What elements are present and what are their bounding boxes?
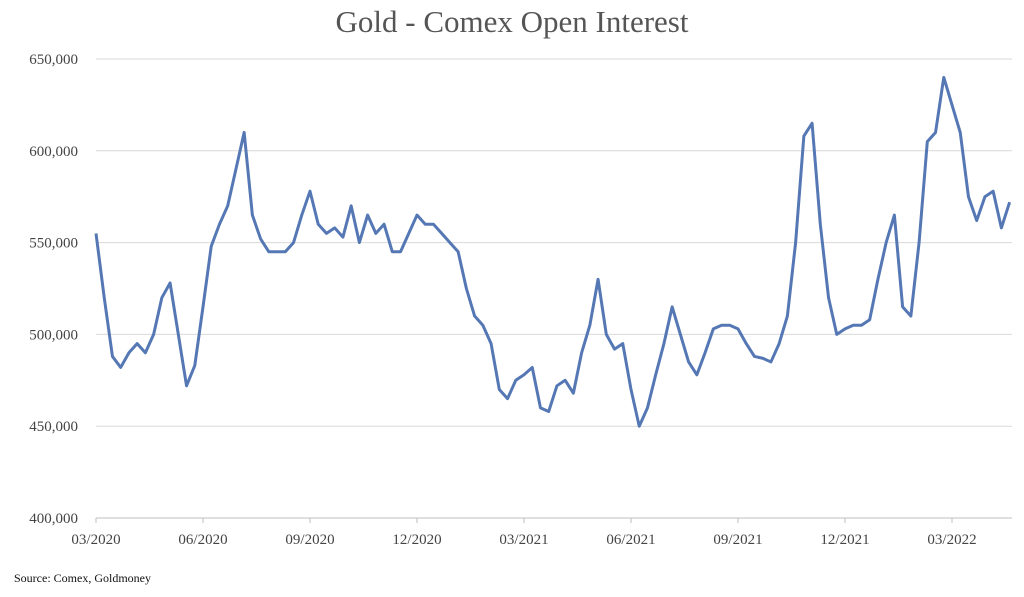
chart-title: Gold - Comex Open Interest [336, 4, 689, 39]
x-tick-label: 06/2020 [178, 532, 227, 548]
y-tick-label: 450,000 [29, 419, 78, 435]
x-tick-label: 12/2020 [392, 532, 441, 548]
x-tick-label: 03/2022 [927, 532, 976, 548]
x-tick-label: 06/2021 [606, 532, 655, 548]
x-tick-label: 09/2020 [285, 532, 334, 548]
y-tick-label: 600,000 [29, 144, 78, 160]
y-tick-label: 400,000 [29, 511, 78, 527]
x-tick-label: 03/2020 [71, 532, 120, 548]
y-tick-label: 550,000 [29, 236, 78, 252]
y-tick-label: 650,000 [29, 52, 78, 68]
x-tick-label: 09/2021 [713, 532, 762, 548]
data-line [94, 75, 1012, 428]
x-tick-label: 03/2021 [499, 532, 548, 548]
x-tick-label: 12/2021 [820, 532, 869, 548]
source-note: Source: Comex, Goldmoney [14, 571, 151, 585]
y-tick-label: 500,000 [29, 327, 78, 343]
